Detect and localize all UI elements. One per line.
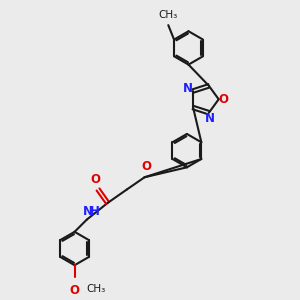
Text: O: O — [141, 160, 151, 173]
Text: N: N — [83, 205, 93, 218]
Text: O: O — [69, 284, 79, 298]
Text: O: O — [218, 93, 228, 106]
Text: N: N — [205, 112, 214, 125]
Text: CH₃: CH₃ — [159, 10, 178, 20]
Text: N: N — [183, 82, 193, 95]
Text: H: H — [90, 205, 100, 218]
Text: CH₃: CH₃ — [87, 284, 106, 295]
Text: O: O — [90, 172, 100, 186]
